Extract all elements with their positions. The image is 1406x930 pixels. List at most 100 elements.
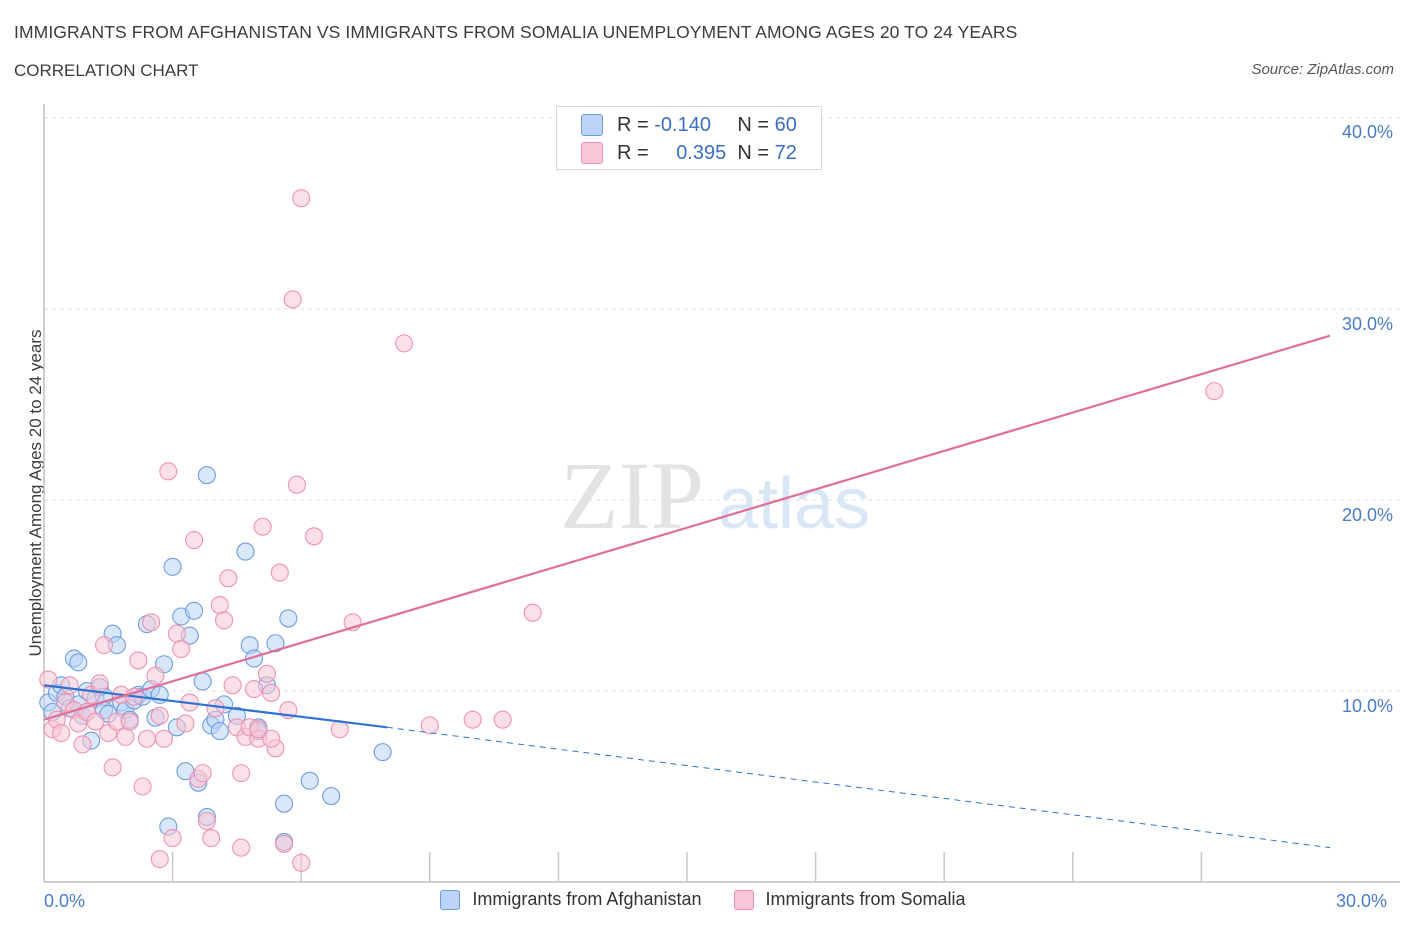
somalia-point <box>167 624 186 643</box>
somalia-point <box>129 651 148 670</box>
somalia-point <box>214 611 234 630</box>
stats-legend: R = -0.140 N = 60 R = 0.395 N = 72 <box>556 106 822 170</box>
somalia-point <box>206 699 225 718</box>
somalia-point <box>94 636 114 655</box>
afghanistan-point <box>236 542 255 561</box>
somalia-point <box>193 764 212 783</box>
chart-subtitle: CORRELATION CHART <box>14 61 199 80</box>
somalia-swatch <box>733 889 754 910</box>
afghanistan-trendline <box>43 684 388 729</box>
somalia-point <box>73 735 92 754</box>
somalia-point <box>1205 382 1224 401</box>
legend-label-somalia: Immigrants from Somalia <box>765 889 966 909</box>
somalia-point <box>137 729 156 748</box>
afghanistan-trendline-extension <box>386 726 1331 849</box>
somalia-point <box>244 680 264 699</box>
afghanistan-point <box>163 557 182 576</box>
legend-item-somalia: Immigrants from Somalia <box>733 889 966 910</box>
afghanistan-point <box>266 634 285 653</box>
somalia-point <box>142 613 161 632</box>
somalia-point <box>146 666 165 685</box>
somalia-point <box>257 664 276 683</box>
r-label: R = <box>617 141 649 164</box>
x-tick-label: 30.0% <box>1336 891 1388 911</box>
somalia-point <box>116 727 135 746</box>
somalia-point <box>249 720 268 739</box>
legend-label-afghanistan: Immigrants from Afghanistan <box>472 889 702 909</box>
afghanistan-point <box>210 722 229 741</box>
n-label: N = <box>737 141 770 164</box>
somalia-point <box>232 838 251 857</box>
somalia-trendline <box>43 334 1331 721</box>
afghanistan-point <box>193 672 212 691</box>
somalia-point <box>133 777 152 796</box>
y-tick-label: 20.0% <box>1341 505 1393 525</box>
legend-item-afghanistan: Immigrants from Afghanistan <box>440 889 702 910</box>
somalia-point <box>172 639 191 659</box>
somalia-point <box>176 714 195 733</box>
somalia-point <box>86 712 105 731</box>
somalia-point <box>283 290 302 309</box>
afghanistan-swatch <box>440 889 461 910</box>
somalia-point <box>395 334 414 353</box>
y-tick-label: 30.0% <box>1341 314 1393 334</box>
source-label: Source: ZipAtlas.com <box>1251 61 1394 78</box>
somalia-point <box>262 683 281 702</box>
y-tick-label: 40.0% <box>1341 122 1393 142</box>
somalia-point <box>184 531 204 550</box>
somalia-point <box>150 850 169 869</box>
somalia-point <box>270 563 289 582</box>
y-tick-label: 10.0% <box>1341 696 1393 716</box>
somalia-point <box>262 729 281 748</box>
somalia-point <box>275 834 294 853</box>
afghanistan-point <box>69 653 88 672</box>
somalia-swatch <box>581 142 603 164</box>
somalia-point <box>197 811 216 830</box>
somalia-point <box>305 527 324 546</box>
afghanistan-point <box>184 601 204 620</box>
somalia-point <box>523 603 542 622</box>
somalia-point <box>159 462 178 481</box>
r-label: R = <box>617 113 649 136</box>
afghanistan-point <box>300 771 319 790</box>
somalia-point <box>219 569 238 588</box>
chart-title: IMMIGRANTS FROM AFGHANISTAN VS IMMIGRANT… <box>14 22 1018 42</box>
somalia-point <box>163 829 182 848</box>
somalia-point <box>253 517 272 536</box>
afghanistan-point <box>279 609 298 628</box>
afghanistan-point <box>373 743 392 762</box>
somalia-point <box>154 729 174 748</box>
somalia-point <box>60 676 79 695</box>
somalia-point <box>287 475 306 494</box>
somalia-point <box>232 764 251 783</box>
somalia-point <box>39 670 58 689</box>
n-label: N = <box>737 113 770 136</box>
somalia-point <box>210 595 229 615</box>
afghanistan-point <box>322 786 341 806</box>
watermark-atlas: atlas <box>718 464 870 544</box>
somalia-point <box>292 189 311 208</box>
x-tick-label: 0.0% <box>44 891 86 911</box>
r-value: -0.140 <box>654 113 711 136</box>
somalia-point <box>292 853 311 872</box>
somalia-point <box>463 710 482 729</box>
somalia-point <box>150 706 169 725</box>
somalia-point <box>90 674 109 693</box>
somalia-point <box>493 710 512 729</box>
n-value: 72 <box>774 141 797 164</box>
somalia-point <box>223 676 242 695</box>
legend-row-afghanistan: R = -0.140 N = 60 <box>581 113 797 137</box>
r-value: 0.395 <box>676 141 727 164</box>
series-legend: Immigrants from Afghanistan Immigrants f… <box>0 889 1406 910</box>
somalia-point <box>202 829 221 848</box>
somalia-point <box>52 723 71 743</box>
somalia-point <box>103 758 122 777</box>
somalia-point <box>120 712 139 731</box>
watermark-zip: ZIP <box>560 442 704 549</box>
somalia-point <box>420 716 439 735</box>
legend-row-somalia: R = 0.395 N = 72 <box>581 141 797 165</box>
afghanistan-swatch <box>581 114 603 136</box>
afghanistan-point <box>275 794 294 813</box>
n-value: 60 <box>774 113 797 136</box>
